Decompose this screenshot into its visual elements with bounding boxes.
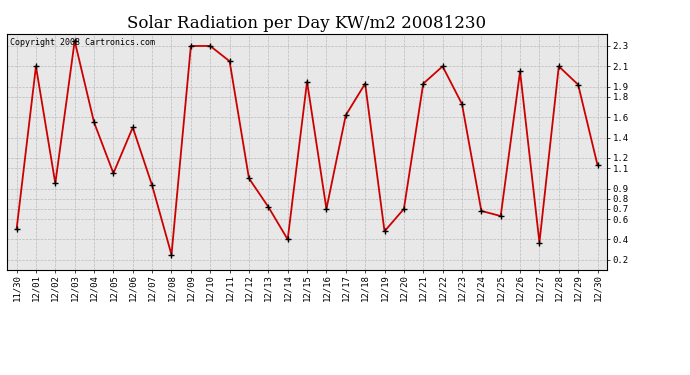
Text: Copyright 2008 Cartronics.com: Copyright 2008 Cartronics.com	[10, 39, 155, 48]
Title: Solar Radiation per Day KW/m2 20081230: Solar Radiation per Day KW/m2 20081230	[128, 15, 486, 32]
